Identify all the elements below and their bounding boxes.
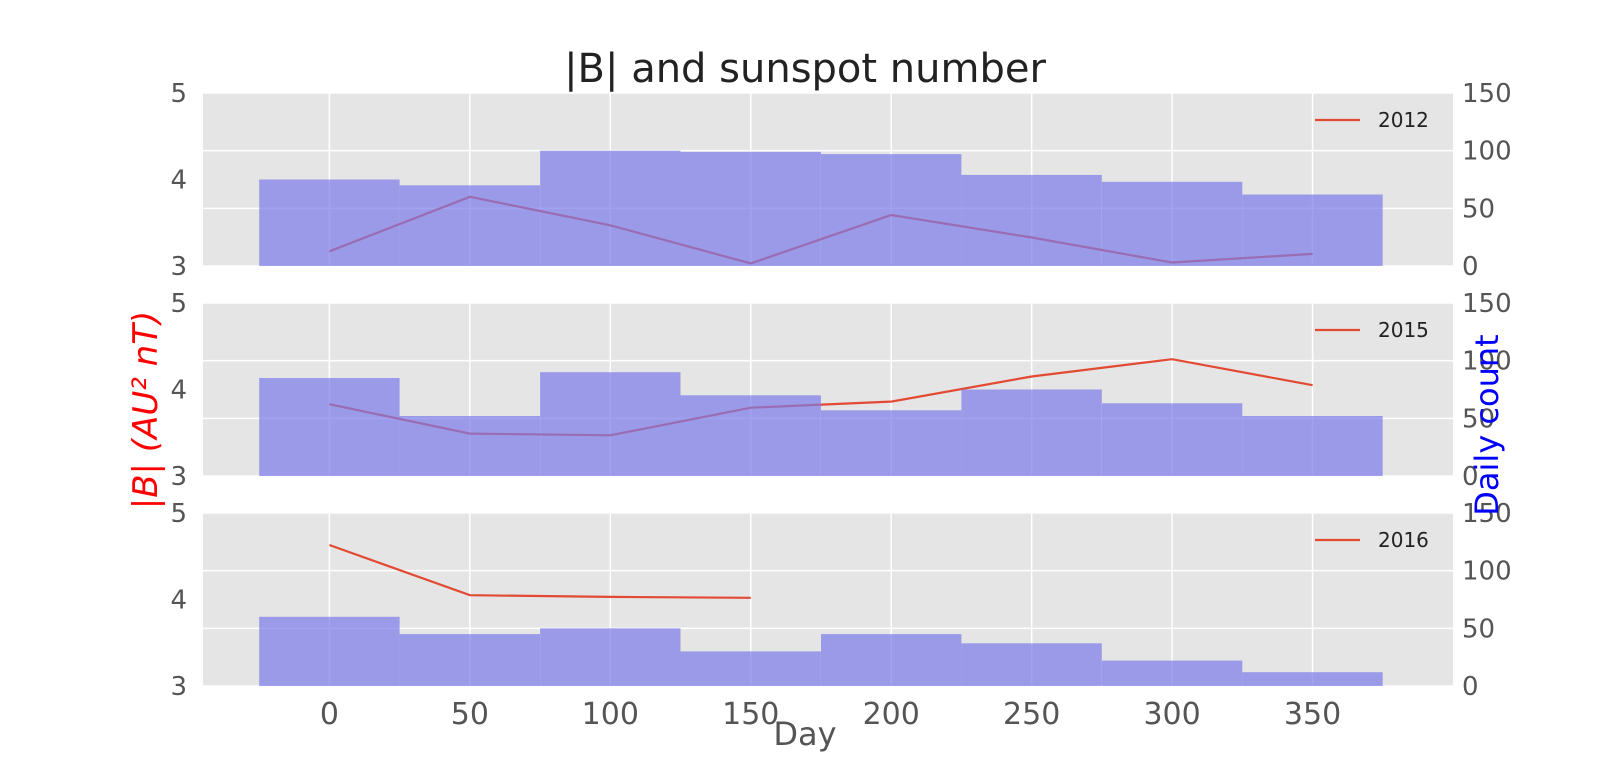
bar-2015-4 [821,410,962,476]
y-tick-right: 150 [1462,79,1512,109]
bar-2012-4 [821,154,962,266]
bar-2016-7 [1242,672,1383,686]
bar-2015-3 [680,395,821,476]
y-tick-left: 5 [170,289,187,319]
y-axis-label-left: |B| (AU² nT) [126,311,166,509]
y-tick-right: 150 [1462,289,1512,319]
bar-2015-0 [259,378,400,476]
bar-2015-7 [1242,416,1383,476]
y-tick-right: 0 [1462,252,1479,282]
legend-label: 2015 [1378,318,1429,342]
y-tick-right: 50 [1462,404,1495,434]
legend-2012: 2012 [1315,108,1429,132]
y-tick-right: 100 [1462,137,1512,167]
legend-label: 2012 [1378,108,1429,132]
x-tick-label: 200 [863,697,920,732]
chart-title: |B| and sunspot number [564,46,1046,92]
bar-2016-4 [821,634,962,686]
bar-2012-0 [259,179,400,266]
bar-2015-5 [961,389,1102,476]
y-tick-left: 3 [170,672,187,702]
legend-2016: 2016 [1315,528,1429,552]
y-tick-left: 4 [170,586,187,616]
bar-2016-2 [540,628,681,686]
y-tick-right: 150 [1462,499,1512,529]
y-tick-left: 4 [170,376,187,406]
x-tick-label: 350 [1284,697,1341,732]
bar-2015-6 [1101,403,1243,476]
bar-2012-6 [1101,181,1243,266]
bar-2015-2 [540,372,681,476]
x-tick-label: 50 [451,697,489,732]
y-tick-left: 4 [170,166,187,196]
y-tick-right: 100 [1462,347,1512,377]
y-tick-left: 3 [170,462,187,492]
bar-2012-2 [540,150,681,266]
bar-2016-6 [1101,660,1243,686]
bar-2016-0 [259,616,400,686]
y-axis-label-right: Daily count [1468,334,1506,515]
x-tick-label: 150 [722,697,779,732]
x-tick-label: 300 [1143,697,1200,732]
y-tick-left: 5 [170,499,187,529]
bar-2012-7 [1242,194,1383,266]
x-tick-label: 100 [582,697,639,732]
legend-2015: 2015 [1315,318,1429,342]
y-tick-right: 0 [1462,672,1479,702]
bar-2015-1 [399,416,540,476]
y-tick-right: 0 [1462,462,1479,492]
y-tick-right: 50 [1462,194,1495,224]
series-line-2016 [329,543,751,599]
bar-2012-5 [961,174,1102,266]
panels-group: 3450501001502012345050100150201534505010… [170,79,1511,702]
y-tick-right: 50 [1462,614,1495,644]
y-tick-left: 3 [170,252,187,282]
bar-2016-1 [399,634,540,686]
x-tick-label: 0 [320,697,339,732]
x-tick-labels: 0 50 100 150 200 250 300 350 [320,697,1341,732]
bar-2012-1 [399,185,540,266]
bar-2012-3 [680,151,821,266]
y-tick-left: 5 [170,79,187,109]
bar-2016-5 [961,643,1102,686]
y-tick-right: 100 [1462,557,1512,587]
bar-2016-3 [680,651,821,686]
x-tick-label: 250 [1003,697,1060,732]
x-axis-label: Day [773,715,836,753]
legend-label: 2016 [1378,528,1429,552]
